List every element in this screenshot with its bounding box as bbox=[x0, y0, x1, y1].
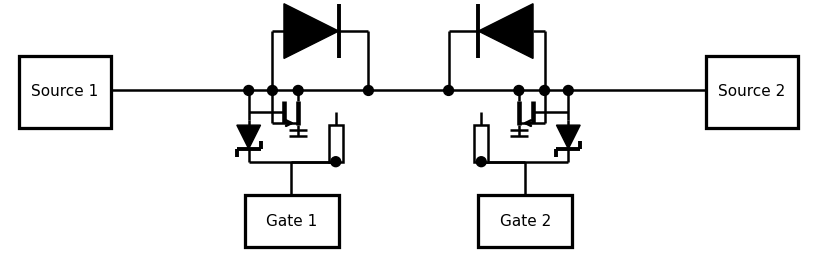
Polygon shape bbox=[478, 4, 533, 59]
Bar bbox=[706, 56, 798, 128]
Polygon shape bbox=[237, 125, 261, 149]
Bar bbox=[475, 125, 489, 162]
Circle shape bbox=[267, 85, 278, 95]
Circle shape bbox=[293, 85, 303, 95]
Circle shape bbox=[364, 85, 373, 95]
Polygon shape bbox=[284, 4, 339, 59]
Bar bbox=[19, 56, 111, 128]
Text: Source 1: Source 1 bbox=[32, 84, 99, 99]
Circle shape bbox=[243, 85, 253, 95]
Bar bbox=[478, 195, 572, 247]
Circle shape bbox=[564, 85, 574, 95]
Circle shape bbox=[444, 85, 453, 95]
Text: Source 2: Source 2 bbox=[718, 84, 785, 99]
Circle shape bbox=[476, 157, 486, 167]
Circle shape bbox=[514, 85, 524, 95]
Text: Gate 2: Gate 2 bbox=[500, 214, 551, 228]
Polygon shape bbox=[556, 125, 580, 149]
Circle shape bbox=[539, 85, 550, 95]
Bar bbox=[328, 125, 342, 162]
Text: Gate 1: Gate 1 bbox=[266, 214, 317, 228]
Circle shape bbox=[331, 157, 341, 167]
Bar bbox=[245, 195, 339, 247]
